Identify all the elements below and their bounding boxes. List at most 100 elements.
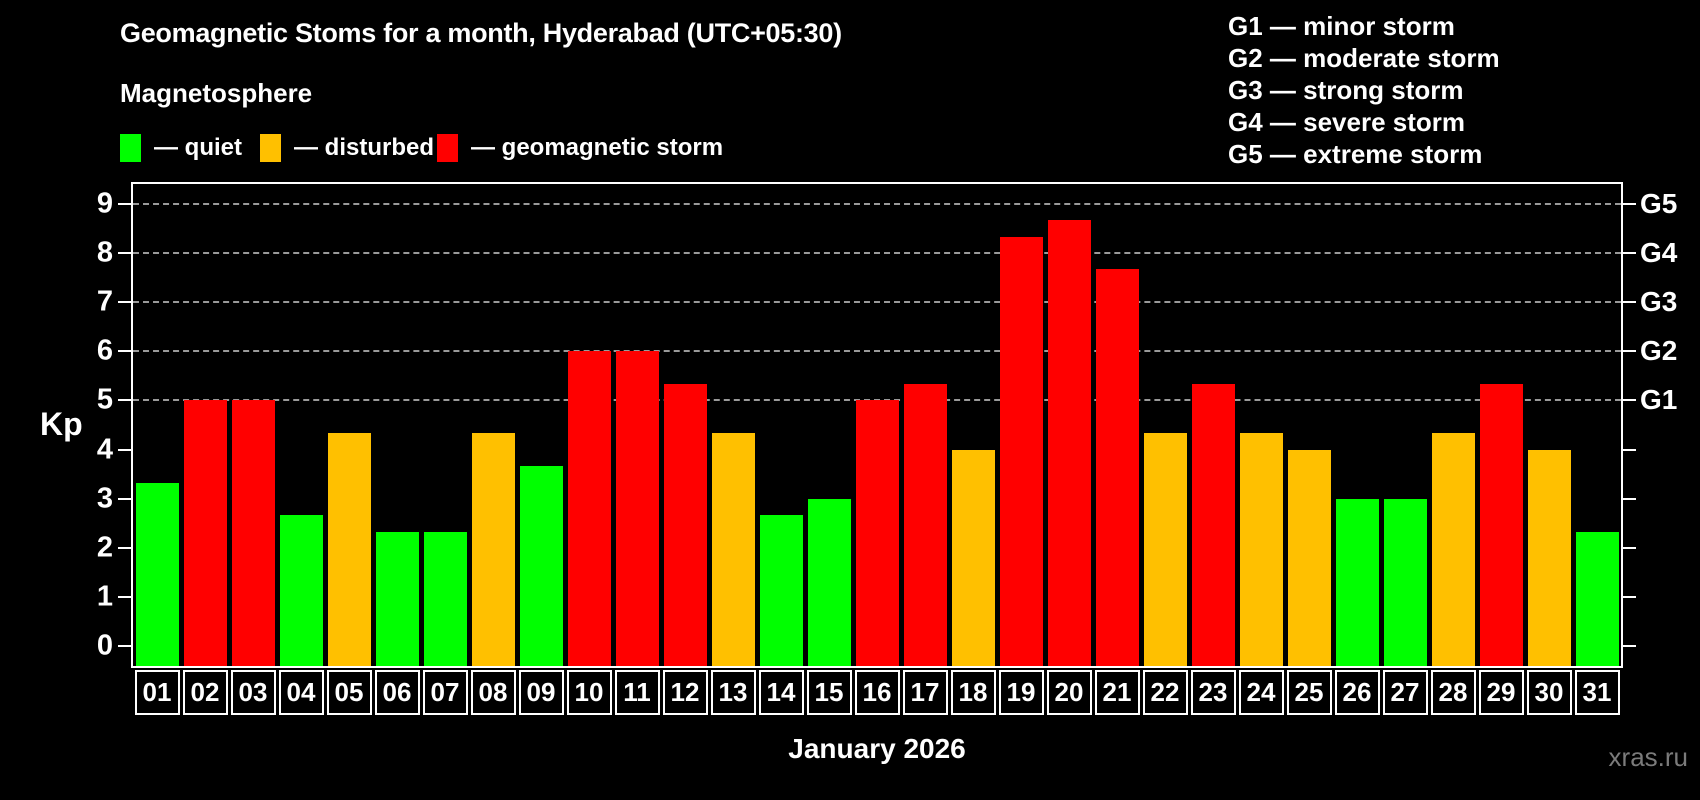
kp-bar-day-03 (231, 400, 275, 666)
right-tick-7 (1623, 301, 1636, 304)
y-tick-label-8: 8 (96, 236, 113, 269)
kp-bar-day-15 (807, 498, 851, 666)
day-label-17: 17 (902, 670, 948, 715)
g-axis-label-G5: G5 (1640, 187, 1678, 219)
kp-bar-day-14 (759, 515, 803, 666)
kp-bar-day-10 (567, 351, 611, 666)
day-label-08: 08 (470, 670, 516, 715)
kp-bar-day-30 (1527, 449, 1571, 666)
left-tick-4 (118, 448, 131, 451)
day-label-20: 20 (1046, 670, 1092, 715)
g-axis-label-G3: G3 (1640, 286, 1678, 318)
right-tick-8 (1623, 251, 1636, 254)
day-label-09: 09 (518, 670, 564, 715)
right-tick-0 (1623, 645, 1636, 648)
plot-area (118, 182, 1636, 668)
day-label-28: 28 (1430, 670, 1476, 715)
legend-label-quiet: — quiet (154, 134, 242, 161)
g-legend-line-4: G4 — severe storm (1228, 107, 1466, 137)
legend-item-disturbed: — disturbed (260, 133, 434, 163)
right-tick-9 (1623, 202, 1636, 205)
left-tick-1 (118, 596, 131, 599)
left-tick-3 (118, 497, 131, 500)
day-label-05: 05 (326, 670, 372, 715)
day-label-14: 14 (758, 670, 804, 715)
left-tick-8 (118, 251, 131, 254)
kp-bar-day-31 (1575, 531, 1619, 666)
day-label-27: 27 (1382, 670, 1428, 715)
day-label-19: 19 (998, 670, 1044, 715)
right-tick-2 (1623, 546, 1636, 549)
day-label-03: 03 (230, 670, 276, 715)
kp-bar-day-19 (999, 236, 1043, 666)
kp-bar-day-29 (1479, 384, 1523, 666)
kp-bar-day-11 (615, 351, 659, 666)
quiet-swatch-icon (120, 134, 141, 162)
y-tick-label-1: 1 (96, 580, 113, 613)
g-legend-line-2: G2 — moderate storm (1228, 43, 1500, 73)
left-tick-6 (118, 350, 131, 353)
left-tick-7 (118, 301, 131, 304)
legend-label-disturbed: — disturbed (294, 134, 435, 161)
kp-bar-day-04 (279, 515, 323, 666)
day-label-25: 25 (1286, 670, 1332, 715)
g-legend-line-3: G3 — strong storm (1228, 75, 1464, 105)
day-label-21: 21 (1094, 670, 1140, 715)
kp-bar-day-12 (663, 384, 707, 666)
day-label-13: 13 (710, 670, 756, 715)
day-label-26: 26 (1334, 670, 1380, 715)
y-tick-label-9: 9 (96, 187, 113, 220)
kp-bar-day-26 (1335, 498, 1379, 666)
kp-bar-day-18 (951, 449, 995, 666)
g-scale-legend: G1 — minor storm G2 — moderate storm G3 — … (1228, 10, 1500, 170)
gridline-kp-9 (133, 202, 1621, 205)
day-label-04: 04 (278, 670, 324, 715)
g-axis-label-G2: G2 (1640, 335, 1678, 367)
day-label-15: 15 (806, 670, 852, 715)
kp-bar-day-24 (1239, 433, 1283, 666)
kp-bar-day-20 (1047, 219, 1091, 666)
left-tick-0 (118, 645, 131, 648)
day-label-16: 16 (854, 670, 900, 715)
day-label-06: 06 (374, 670, 420, 715)
gridline-kp-7 (133, 301, 1621, 304)
kp-bar-day-08 (471, 433, 515, 666)
kp-bar-day-09 (519, 465, 563, 666)
day-label-10: 10 (566, 670, 612, 715)
chart-title: Geomagnetic Stoms for a month, Hyderabad… (120, 18, 842, 48)
kp-bar-day-16 (855, 400, 899, 666)
storm-swatch-icon (437, 134, 458, 162)
y-tick-label-3: 3 (96, 482, 113, 515)
kp-bar-day-13 (711, 433, 755, 666)
kp-bar-day-25 (1287, 449, 1331, 666)
left-tick-5 (118, 399, 131, 402)
x-axis-title: January 2026 (788, 733, 966, 764)
kp-status-legend: — quiet — disturbed — geomagnetic storm (0, 133, 1150, 163)
g-axis-label-G4: G4 (1640, 236, 1678, 268)
left-tick-9 (118, 202, 131, 205)
kp-bar-day-05 (327, 433, 371, 666)
day-label-24: 24 (1238, 670, 1284, 715)
kp-bar-day-22 (1143, 433, 1187, 666)
kp-bar-day-07 (423, 531, 467, 666)
right-tick-1 (1623, 596, 1636, 599)
g-axis-labels: G1 G2 G3 G4 G5 (1640, 184, 1700, 666)
day-label-11: 11 (614, 670, 660, 715)
day-label-29: 29 (1478, 670, 1524, 715)
day-label-23: 23 (1190, 670, 1236, 715)
legend-label-storm: — geomagnetic storm (471, 134, 724, 161)
right-tick-5 (1623, 399, 1636, 402)
kp-bar-day-28 (1431, 433, 1475, 666)
kp-bar-day-23 (1191, 384, 1235, 666)
gridline-kp-5 (133, 399, 1621, 402)
day-label-12: 12 (662, 670, 708, 715)
kp-bar-day-21 (1095, 269, 1139, 666)
day-label-30: 30 (1526, 670, 1572, 715)
g-axis-label-G1: G1 (1640, 384, 1678, 416)
legend-item-quiet: — quiet (120, 133, 242, 163)
right-tick-4 (1623, 448, 1636, 451)
y-tick-label-4: 4 (96, 433, 113, 466)
kp-bar-day-17 (903, 384, 947, 666)
day-label-31: 31 (1574, 670, 1620, 715)
